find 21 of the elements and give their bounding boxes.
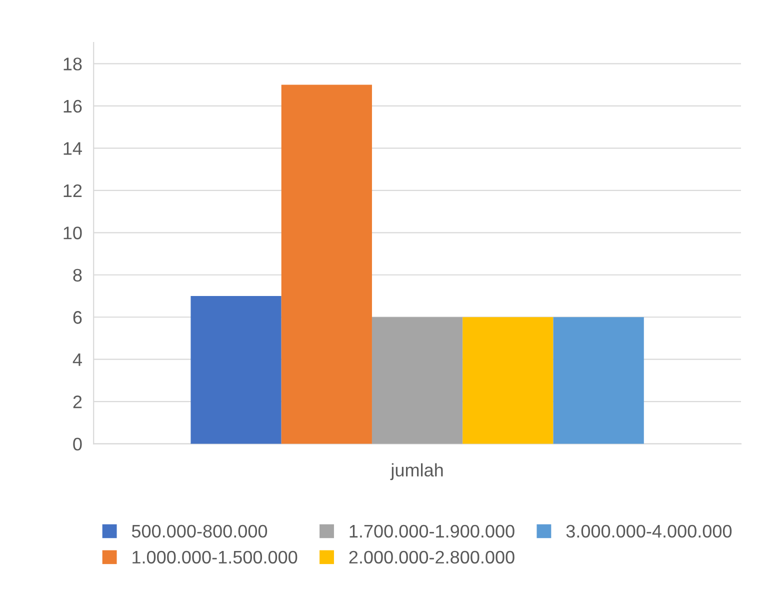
- y-tick-label: 4: [72, 353, 82, 366]
- bar: [462, 317, 554, 444]
- y-tick-label: 10: [64, 226, 82, 240]
- y-tick-label: 16: [64, 100, 82, 113]
- bar: [553, 317, 644, 444]
- y-tick-label: 12: [64, 184, 82, 197]
- legend-label: 3.000.000-4.000.000: [566, 524, 732, 538]
- legend-label: 500.000-800.000: [132, 524, 268, 538]
- y-tick-label: 2: [73, 396, 82, 408]
- legend-label: 2.000.000-2.800.000: [349, 550, 514, 564]
- bar: [190, 296, 282, 444]
- y-tick-label: 18: [64, 58, 82, 70]
- y-tick-label: 8: [73, 268, 82, 282]
- legend-label: 1.000.000-1.500.000: [132, 550, 298, 564]
- y-tick-label: 0: [73, 438, 82, 451]
- y-tick-label: 6: [73, 311, 82, 324]
- bar: [372, 317, 463, 444]
- legend-label: 1.700.000-1.900.000: [350, 524, 514, 538]
- bar: [281, 84, 372, 444]
- y-tick-label: 14: [64, 142, 82, 155]
- x-tick-label: jumlah: [390, 463, 443, 480]
